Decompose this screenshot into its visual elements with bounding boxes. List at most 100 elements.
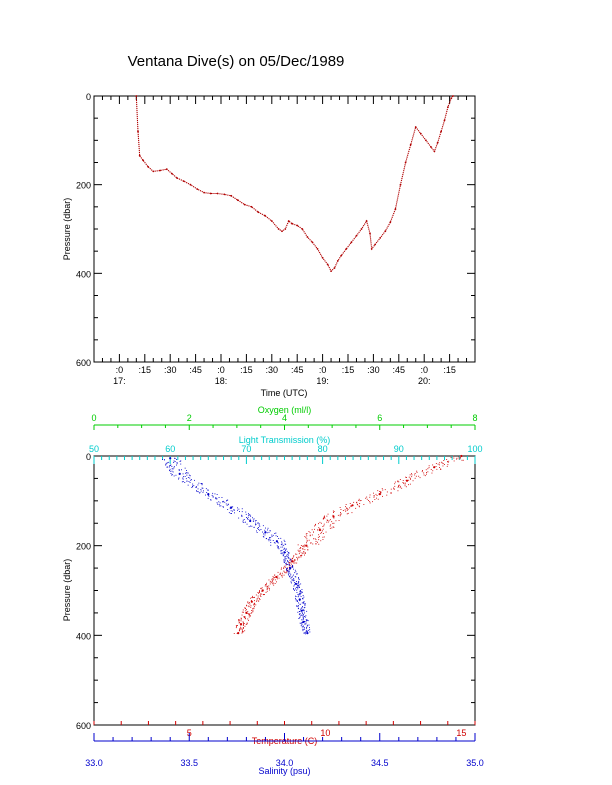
temperature-point: [289, 559, 291, 561]
temperature-point: [448, 460, 450, 462]
dive-track-point: [409, 143, 412, 146]
salinity-point: [227, 503, 229, 505]
salinity-point: [284, 557, 286, 559]
salinity-point: [299, 613, 301, 615]
salinity-point: [296, 605, 298, 607]
temperature-point: [259, 598, 260, 600]
temperature-point: [319, 528, 321, 530]
salinity-point: [243, 522, 245, 523]
temperature-point: [340, 512, 341, 513]
salinity-point: [246, 523, 248, 525]
y-tick-label: 200: [76, 181, 91, 191]
temperature-point: [459, 457, 461, 459]
salinity-point: [299, 608, 301, 610]
salinity-point: [215, 497, 217, 499]
salinity-point: [270, 544, 272, 546]
salinity-point: [288, 552, 290, 554]
salinity-point: [294, 569, 296, 571]
temperature-point: [289, 566, 290, 568]
salinity-point: [281, 553, 283, 555]
temperature-point: [244, 607, 246, 609]
temperature-point: [308, 539, 310, 541]
dive-track-point: [389, 221, 392, 224]
temperature-point: [326, 519, 328, 521]
temperature-point: [404, 482, 406, 484]
salinity-point: [298, 614, 300, 616]
temperature-point: [426, 472, 427, 473]
temperature-point: [252, 610, 254, 612]
salinity-point: [224, 501, 226, 503]
temperature-point: [439, 467, 440, 468]
dive-track-point: [440, 130, 442, 133]
salinity-point: [267, 538, 269, 540]
salinity-point: [239, 511, 240, 512]
salinity-point: [285, 558, 287, 560]
salinity-axis-tick-label: 34.0: [276, 758, 294, 768]
temperature-point: [333, 512, 334, 513]
salinity-point: [281, 552, 283, 554]
salinity-point: [280, 550, 282, 552]
salinity-point: [304, 627, 305, 629]
temperature-point: [411, 476, 413, 478]
temperature-point: [244, 625, 246, 627]
salinity-point: [297, 601, 298, 602]
salinity-point: [169, 457, 172, 460]
temperature-point: [261, 587, 263, 589]
salinity-point: [304, 604, 306, 605]
salinity-point: [309, 631, 311, 633]
salinity-point: [300, 583, 302, 585]
dive-track-point: [430, 146, 432, 148]
x-tick-label: :0: [420, 365, 428, 375]
salinity-point: [285, 563, 287, 564]
temperature-point: [397, 486, 399, 488]
temperature-point: [253, 603, 255, 604]
salinity-point: [210, 499, 212, 501]
salinity-point: [280, 544, 282, 545]
temperature-point: [264, 585, 266, 587]
salinity-point: [176, 459, 177, 460]
salinity-point: [303, 613, 304, 615]
temperature-point: [304, 544, 306, 546]
salinity-point: [259, 529, 261, 531]
salinity-point: [303, 632, 305, 634]
temperature-point: [241, 614, 243, 616]
temperature-point: [274, 583, 276, 584]
temperature-point: [267, 587, 269, 589]
salinity-point: [230, 513, 232, 514]
temperature-point: [411, 473, 412, 475]
salinity-point: [256, 530, 257, 532]
temperature-point: [432, 470, 434, 472]
salinity-point: [301, 626, 303, 628]
salinity-point: [267, 527, 269, 529]
salinity-point: [165, 464, 167, 466]
temperature-point: [245, 610, 247, 612]
salinity-point: [284, 543, 286, 545]
dive-track-point: [296, 224, 299, 227]
temperature-axis-tick-label: 15: [456, 728, 466, 738]
salinity-point: [282, 554, 284, 556]
salinity-point: [200, 489, 202, 490]
temperature-point: [369, 494, 371, 496]
salinity-point: [303, 601, 305, 603]
salinity-point: [286, 567, 287, 569]
salinity-point: [306, 625, 308, 627]
temperature-point: [266, 588, 268, 589]
salinity-point: [184, 476, 186, 477]
salinity-point: [283, 539, 285, 541]
dive-track-point: [333, 267, 336, 269]
temperature-point: [405, 486, 407, 488]
temperature-point: [243, 623, 245, 624]
salinity-point: [304, 612, 305, 614]
temperature-point: [307, 549, 309, 551]
salinity-point: [300, 625, 302, 627]
dive-track-point: [176, 177, 178, 179]
salinity-point: [189, 482, 191, 483]
salinity-point: [207, 489, 209, 491]
temperature-point: [240, 620, 242, 622]
salinity-point: [201, 484, 203, 486]
salinity-point: [249, 519, 252, 523]
y-tick-label: 0: [86, 92, 91, 102]
salinity-point: [303, 629, 305, 630]
salinity-point: [217, 503, 218, 505]
